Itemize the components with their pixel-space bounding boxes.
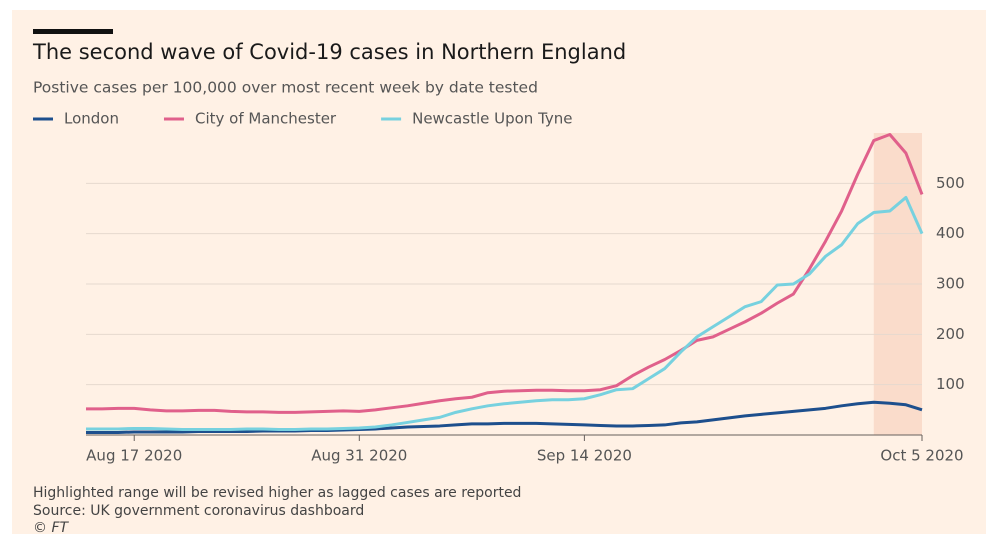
- y-tick-label: 100: [936, 375, 965, 393]
- chart-subtitle: Postive cases per 100,000 over most rece…: [33, 79, 538, 97]
- chart-background: [12, 10, 986, 534]
- x-tick-label: Oct 5 2020: [880, 447, 963, 465]
- credit: © FT: [33, 520, 70, 536]
- x-tick-label: Aug 17 2020: [86, 447, 182, 465]
- y-tick-label: 300: [936, 275, 965, 293]
- legend-label: London: [64, 110, 119, 128]
- legend-label: Newcastle Upon Tyne: [412, 110, 572, 128]
- series-line: [86, 400, 923, 434]
- y-tick-label: 400: [936, 224, 965, 242]
- footnote: Highlighted range will be revised higher…: [33, 485, 521, 501]
- y-tick-label: 500: [936, 174, 965, 192]
- series-line: [86, 195, 924, 431]
- x-tick-label: Aug 31 2020: [311, 447, 407, 465]
- y-tick-label: 200: [936, 325, 965, 343]
- chart-title: The second wave of Covid-19 cases in Nor…: [32, 40, 626, 64]
- legend-label: City of Manchester: [195, 110, 337, 128]
- source: Source: UK government coronavirus dashbo…: [33, 503, 364, 519]
- brand-bar: [33, 29, 113, 34]
- series-line: [86, 133, 924, 414]
- x-tick-label: Sep 14 2020: [537, 447, 632, 465]
